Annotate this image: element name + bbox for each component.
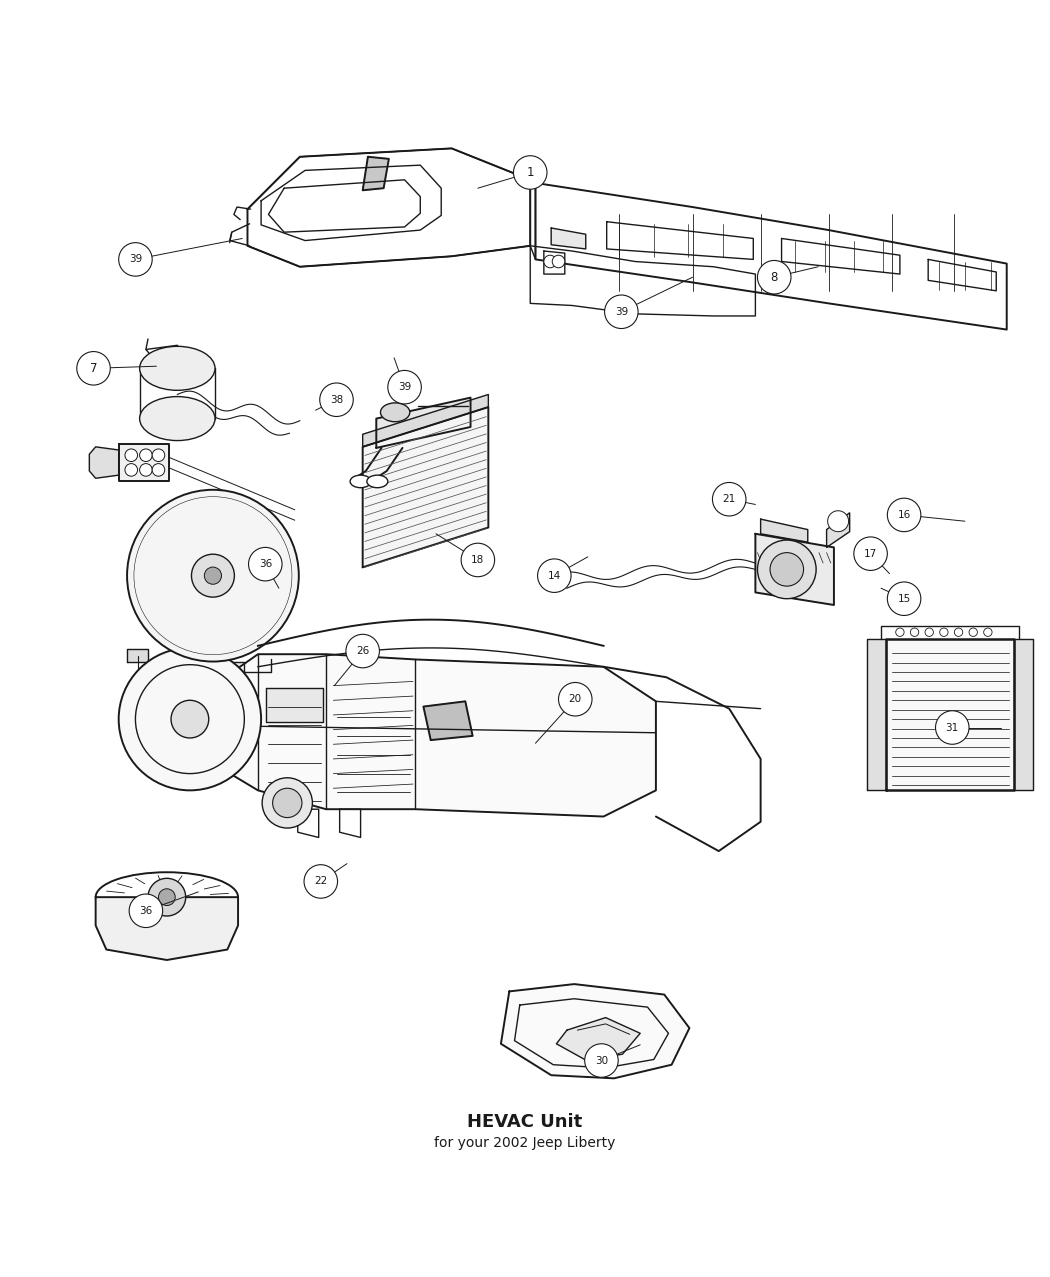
Polygon shape	[127, 649, 148, 661]
Circle shape	[854, 536, 887, 571]
Text: 15: 15	[898, 594, 910, 604]
Circle shape	[925, 628, 933, 636]
Circle shape	[152, 450, 165, 461]
Text: 36: 36	[258, 559, 272, 570]
Circle shape	[159, 889, 175, 905]
Text: 1: 1	[526, 166, 534, 179]
Text: 26: 26	[356, 646, 370, 656]
Polygon shape	[760, 520, 807, 543]
Circle shape	[387, 370, 421, 404]
Text: 30: 30	[595, 1056, 608, 1065]
Text: 39: 39	[129, 254, 142, 264]
Circle shape	[125, 450, 138, 461]
Text: 14: 14	[548, 571, 561, 581]
Polygon shape	[206, 654, 656, 816]
Polygon shape	[551, 229, 586, 249]
Circle shape	[544, 255, 556, 268]
Text: 39: 39	[398, 382, 412, 392]
Circle shape	[984, 628, 992, 636]
Circle shape	[205, 567, 222, 585]
Circle shape	[910, 628, 919, 636]
Polygon shape	[96, 898, 238, 960]
Polygon shape	[886, 638, 1014, 790]
Circle shape	[559, 682, 592, 716]
Circle shape	[770, 553, 803, 586]
Circle shape	[585, 1043, 618, 1078]
Text: 22: 22	[314, 876, 328, 886]
Ellipse shape	[380, 402, 410, 421]
Ellipse shape	[350, 475, 371, 488]
Text: 16: 16	[898, 510, 910, 520]
Circle shape	[757, 540, 816, 599]
Polygon shape	[362, 395, 488, 447]
Circle shape	[605, 295, 638, 328]
Polygon shape	[1014, 638, 1033, 790]
Circle shape	[887, 582, 921, 616]
Circle shape	[827, 511, 848, 531]
Polygon shape	[755, 534, 834, 605]
Circle shape	[127, 490, 299, 661]
Text: 8: 8	[771, 271, 778, 283]
Polygon shape	[376, 397, 470, 448]
Circle shape	[954, 628, 963, 636]
Text: 21: 21	[722, 494, 736, 504]
Circle shape	[140, 464, 152, 476]
Polygon shape	[267, 688, 323, 723]
Ellipse shape	[366, 475, 387, 488]
Text: 20: 20	[569, 695, 582, 704]
Polygon shape	[501, 985, 690, 1078]
Circle shape	[887, 498, 921, 531]
Circle shape	[140, 450, 152, 461]
Text: 39: 39	[614, 306, 628, 317]
Circle shape	[713, 483, 746, 516]
Circle shape	[125, 464, 138, 476]
Text: 18: 18	[471, 555, 484, 564]
Circle shape	[538, 559, 571, 593]
Text: 36: 36	[140, 905, 152, 916]
Circle shape	[513, 156, 547, 189]
Polygon shape	[362, 407, 488, 567]
Polygon shape	[826, 513, 849, 548]
Polygon shape	[182, 661, 245, 695]
Polygon shape	[89, 447, 119, 479]
Text: HEVAC Unit: HEVAC Unit	[467, 1114, 583, 1131]
Circle shape	[152, 464, 165, 476]
Circle shape	[171, 700, 209, 738]
Polygon shape	[119, 443, 169, 481]
Circle shape	[936, 711, 969, 744]
Text: 38: 38	[330, 395, 343, 405]
Ellipse shape	[140, 346, 215, 391]
Circle shape	[262, 778, 313, 827]
Circle shape	[757, 261, 791, 294]
Text: for your 2002 Jeep Liberty: for your 2002 Jeep Liberty	[435, 1137, 615, 1151]
Polygon shape	[423, 701, 472, 741]
Polygon shape	[867, 638, 886, 790]
Circle shape	[129, 894, 163, 927]
Circle shape	[148, 879, 186, 916]
Circle shape	[249, 548, 282, 581]
Text: 17: 17	[864, 549, 877, 558]
Circle shape	[304, 865, 337, 898]
Polygon shape	[556, 1018, 640, 1060]
Circle shape	[461, 543, 495, 577]
Circle shape	[345, 635, 379, 668]
Circle shape	[119, 647, 261, 790]
Text: 31: 31	[946, 723, 959, 733]
Circle shape	[77, 351, 110, 386]
Circle shape	[896, 628, 904, 636]
Circle shape	[969, 628, 978, 636]
Circle shape	[119, 243, 152, 276]
Circle shape	[552, 255, 565, 268]
Ellipse shape	[140, 397, 215, 441]
Text: 7: 7	[90, 361, 98, 375]
Circle shape	[191, 554, 234, 598]
Circle shape	[273, 788, 302, 817]
Polygon shape	[362, 157, 388, 190]
Circle shape	[940, 628, 948, 636]
Circle shape	[320, 383, 353, 416]
